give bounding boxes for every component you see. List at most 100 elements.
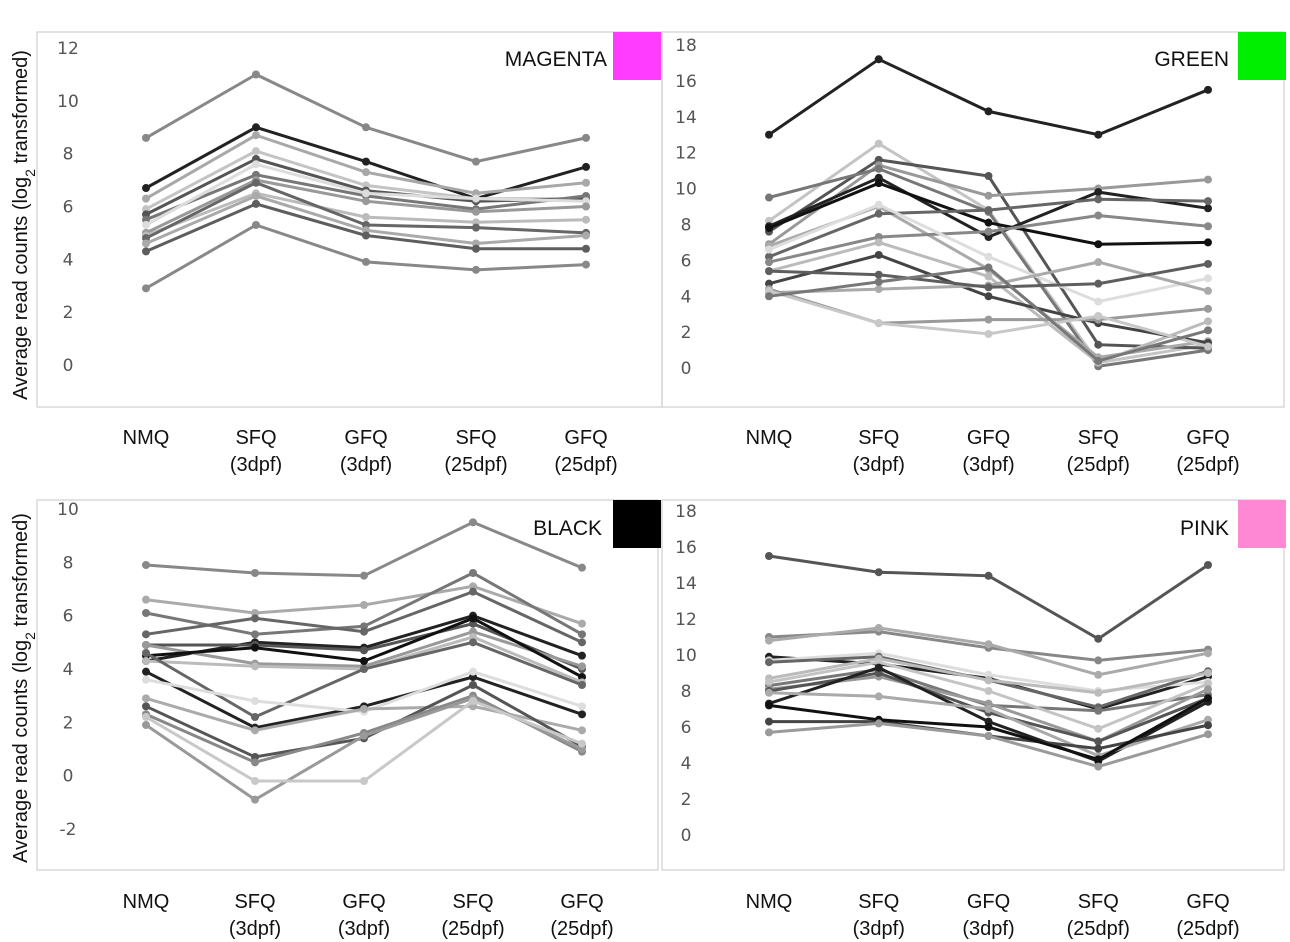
x-tick-label: (25dpf) <box>554 454 617 476</box>
data-point <box>142 239 150 248</box>
x-tick-label: GFQ <box>560 891 603 913</box>
x-tick-label: (3dpf) <box>962 454 1014 476</box>
x-tick-label: (25dpf) <box>1067 454 1130 476</box>
series-path <box>145 72 587 164</box>
data-point <box>360 627 368 636</box>
y-tick-label: 12 <box>675 144 697 164</box>
data-point <box>578 681 586 689</box>
y-tick-label: 8 <box>681 215 692 235</box>
plot-frame <box>661 499 1285 871</box>
data-point <box>874 55 883 64</box>
data-point <box>874 692 883 701</box>
data-point <box>874 139 883 148</box>
x-tick-label: SFQ <box>455 427 496 449</box>
x-tick-label: GFQ <box>342 891 385 913</box>
y-tick-label: 14 <box>675 108 697 128</box>
data-point <box>765 717 773 726</box>
data-point <box>1204 259 1212 268</box>
x-tick-label: NMQ <box>746 891 793 913</box>
y-tick-label: 6 <box>63 607 74 627</box>
data-point <box>1204 649 1212 658</box>
data-point <box>578 726 586 735</box>
data-point <box>984 676 993 685</box>
plot-frame <box>36 499 659 871</box>
data-point <box>1094 188 1103 197</box>
data-point <box>469 638 477 647</box>
data-point <box>472 265 480 274</box>
series-line-2 <box>142 582 586 628</box>
data-point <box>765 258 773 267</box>
y-tick-label: -2 <box>60 820 77 840</box>
data-point <box>252 123 260 132</box>
data-point <box>874 238 883 247</box>
data-point <box>142 609 150 617</box>
y-tick-label: 2 <box>681 323 692 343</box>
y-tick-label: 18 <box>675 502 697 522</box>
data-point <box>582 215 590 224</box>
chart-panel-green: 0 2 4 6 8 10 12 14 16 18 GREEN NMQ SFQ (3dpf) GFQ (3dpf… <box>661 31 1286 476</box>
series-line-3 <box>142 131 590 203</box>
data-point <box>578 630 586 639</box>
data-point <box>582 178 590 187</box>
series-path <box>145 683 583 759</box>
data-point <box>142 649 150 657</box>
data-point <box>765 688 773 697</box>
data-point <box>1094 130 1103 139</box>
y-tick-label: 0 <box>63 767 74 787</box>
y-tick-label: 8 <box>63 553 74 573</box>
data-point <box>360 731 368 740</box>
series-line-11 <box>765 200 1212 306</box>
module-title: BLACK <box>533 517 602 540</box>
module-color-swatch <box>613 32 661 80</box>
data-point <box>582 162 590 171</box>
data-point <box>578 702 586 711</box>
data-point <box>142 713 150 721</box>
x-tick-label: NMQ <box>123 891 170 913</box>
data-point <box>984 107 993 116</box>
data-point <box>874 270 883 279</box>
data-point <box>582 231 590 240</box>
series-line-1 <box>142 70 590 166</box>
data-point <box>874 277 883 286</box>
data-point <box>1094 279 1103 288</box>
data-point <box>578 662 586 671</box>
series-line-7 <box>765 654 1212 697</box>
data-point <box>874 568 883 577</box>
series-line-15 <box>765 259 1212 292</box>
data-point <box>1094 297 1103 306</box>
module-title: PINK <box>1180 517 1229 540</box>
y-tick-label: 4 <box>63 660 74 680</box>
y-tick-label: 16 <box>675 538 697 558</box>
data-point <box>984 315 993 324</box>
data-point <box>252 131 260 140</box>
series-line-17 <box>142 697 586 785</box>
data-point <box>251 697 259 705</box>
series-path <box>768 57 1209 137</box>
data-point <box>1094 240 1103 249</box>
y-tick-label: 16 <box>675 72 697 92</box>
module-color-swatch <box>1238 500 1286 548</box>
y-tick-label: 8 <box>63 145 74 165</box>
data-point <box>252 70 260 79</box>
series-path <box>768 554 1209 641</box>
data-point <box>578 619 586 628</box>
y-tick-label: 6 <box>681 718 692 738</box>
data-point <box>1204 222 1212 231</box>
data-point <box>251 643 259 652</box>
data-point <box>1204 317 1212 326</box>
data-point <box>142 184 150 193</box>
y-tick-label: 10 <box>675 646 697 666</box>
x-tick-label: GFQ <box>564 427 607 449</box>
data-point <box>1094 744 1103 753</box>
data-point <box>142 675 150 684</box>
data-point <box>765 728 773 737</box>
series-line-15 <box>765 694 1212 764</box>
data-point <box>142 595 150 604</box>
data-point <box>362 197 370 206</box>
data-point <box>765 658 773 667</box>
data-point <box>251 614 259 623</box>
data-point <box>362 257 370 266</box>
x-tick-label: GFQ <box>967 891 1010 913</box>
data-point <box>582 202 590 211</box>
